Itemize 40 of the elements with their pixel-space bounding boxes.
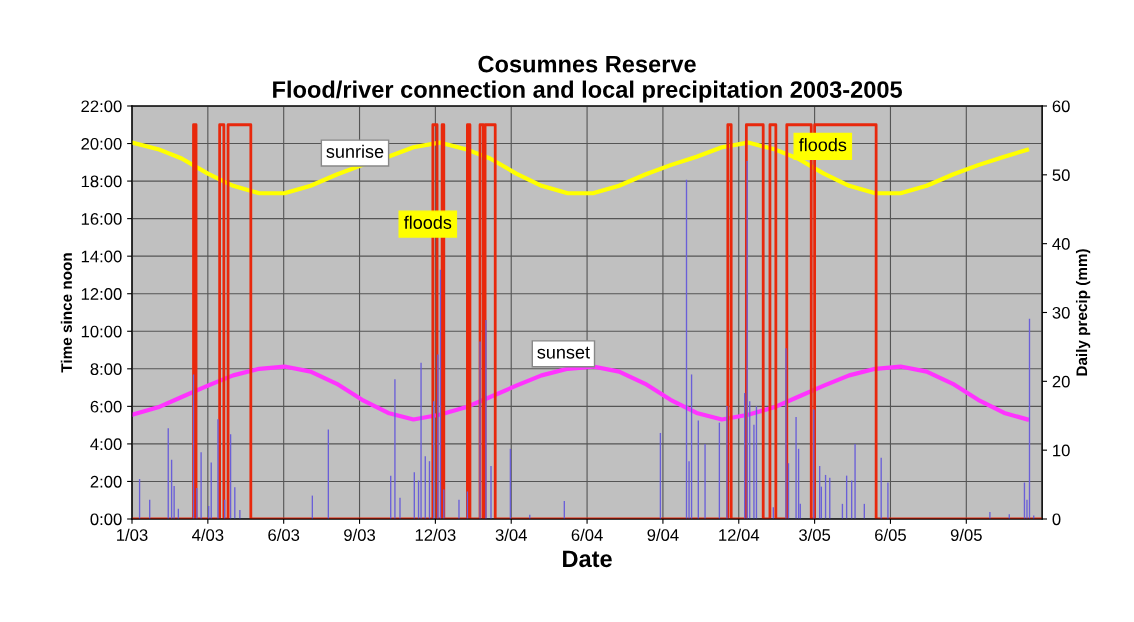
x-tick-label: 3/05 <box>799 528 831 541</box>
x-tick-label: 6/04 <box>571 528 603 541</box>
y2-axis-title: Daily precip (mm) <box>1075 249 1091 376</box>
y-tick-label: 20:00 <box>81 137 122 150</box>
y-tick-label: 4:00 <box>90 438 122 451</box>
x-tick-label: 9/05 <box>950 528 982 541</box>
y-tick-label: 6:00 <box>90 400 122 413</box>
x-tick-label: 6/03 <box>268 528 300 541</box>
x-tick-label: 3/04 <box>495 528 527 541</box>
y2-tick-label: 30 <box>1052 306 1070 319</box>
x-axis-title: Date <box>563 550 612 568</box>
x-tick-label: 1/03 <box>117 528 148 541</box>
y-tick-label: 2:00 <box>90 475 122 488</box>
y-tick-label: 10:00 <box>81 325 122 338</box>
annotation: floods <box>798 138 847 152</box>
y-tick-label: 14:00 <box>81 250 122 263</box>
y2-tick-label: 50 <box>1052 169 1070 182</box>
x-tick-label: 4/03 <box>192 528 224 541</box>
y2-tick-label: 10 <box>1053 444 1070 457</box>
y-tick-label: 18:00 <box>81 175 122 188</box>
y-tick-label: 16:00 <box>81 213 122 225</box>
y2-tick-label: 40 <box>1052 238 1070 250</box>
x-tick-label: 9/03 <box>344 528 376 541</box>
y2-tick-label: 20 <box>1052 375 1070 388</box>
y-tick-label: 0:00 <box>90 513 122 526</box>
x-tick-label: 12/04 <box>719 528 760 541</box>
y-tick-label: 12:00 <box>81 288 122 300</box>
x-tick-label: 9/04 <box>647 528 679 541</box>
x-tick-label: 6/05 <box>875 528 906 541</box>
y2-tick-label: 60 <box>1052 100 1070 113</box>
y-tick-label: 22:00 <box>81 100 122 113</box>
x-tick-label: 12/03 <box>415 528 456 541</box>
chart-title: Cosumnes Reserve Flood/river connection and local precipitation 2003-2005 <box>273 55 902 103</box>
y2-tick-label: 0 <box>1052 513 1061 526</box>
annotation: floods <box>403 215 452 229</box>
line-series <box>132 364 1030 422</box>
annotation: sunset <box>537 346 590 359</box>
y-tick-label: 8:00 <box>90 363 122 376</box>
annotation: sunrise <box>326 144 384 158</box>
y-axis-title: Time since noon <box>60 253 72 373</box>
